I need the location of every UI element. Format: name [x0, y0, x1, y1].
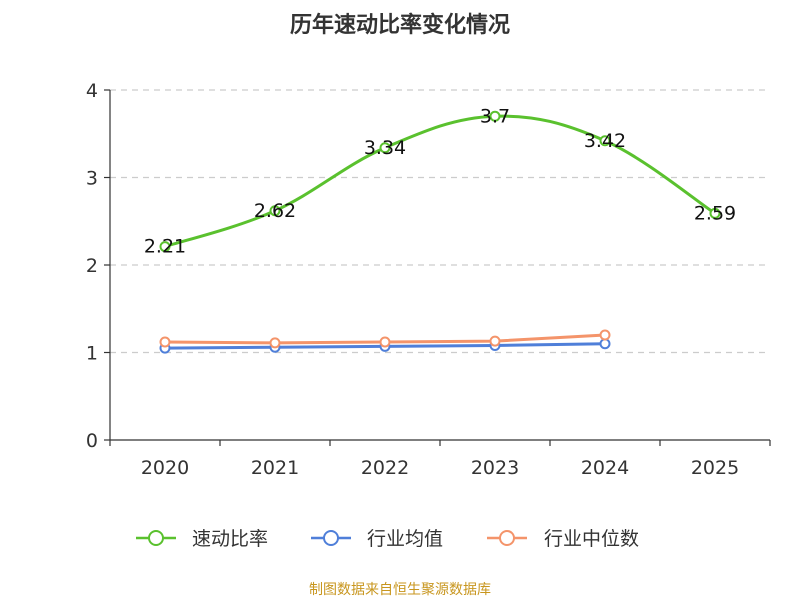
legend-label-industry-median: 行业中位数 [544, 528, 639, 550]
data-labels: 2.21 2.62 3.34 3.7 3.42 2.59 [144, 105, 736, 257]
legend-label-quick-ratio: 速动比率 [192, 528, 268, 550]
legend-marker-industry-median [499, 530, 515, 546]
legend-item-quick-ratio[interactable]: 速动比率 [136, 528, 268, 550]
legend-label-industry-mean: 行业均值 [367, 528, 443, 550]
series-line-quick-ratio [163, 114, 717, 249]
chart-title: 历年速动比率变化情况 [290, 12, 510, 38]
x-tick-label-2025: 2025 [691, 457, 739, 479]
data-label-2024: 3.42 [584, 130, 626, 152]
x-tick-label-2020: 2020 [141, 457, 189, 479]
y-tick-label-3: 3 [86, 168, 98, 190]
point-quick-ratio-2023[interactable] [489, 110, 501, 122]
data-label-2021: 2.62 [254, 200, 296, 222]
legend-item-industry-mean[interactable]: 行业均值 [311, 528, 443, 550]
y-tick-label-0: 0 [86, 430, 98, 452]
data-label-2025: 2.59 [694, 202, 736, 224]
point-quick-ratio-2024[interactable] [599, 135, 611, 147]
series-layer [159, 110, 721, 354]
x-tick-label-2023: 2023 [471, 457, 519, 479]
point-quick-ratio-2021[interactable] [269, 205, 281, 217]
axes: 0 1 2 3 4 2020 2021 2022 2023 2024 2025 [86, 80, 771, 479]
point-industry-mean-2024[interactable] [599, 338, 611, 350]
y-tick-label-1: 1 [86, 343, 98, 365]
data-label-2023: 3.7 [480, 105, 510, 127]
x-tick-label-2022: 2022 [361, 457, 409, 479]
legend-marker-industry-mean [323, 530, 339, 546]
point-industry-median-2022[interactable] [379, 336, 391, 348]
point-industry-median-2020[interactable] [159, 336, 171, 348]
grid-lines [110, 89, 770, 354]
x-tick-label-2021: 2021 [251, 457, 299, 479]
data-label-2022: 3.34 [364, 137, 406, 159]
legend[interactable]: 速动比率 行业均值 行业中位数 [136, 528, 639, 550]
y-tick-label-4: 4 [86, 80, 98, 102]
legend-item-industry-median[interactable]: 行业中位数 [487, 528, 639, 550]
y-tick-label-2: 2 [86, 255, 98, 277]
point-industry-median-2023[interactable] [489, 335, 501, 347]
legend-marker-quick-ratio [148, 530, 164, 546]
source-note: 制图数据来自恒生聚源数据库 [309, 582, 491, 598]
point-industry-median-2021[interactable] [269, 337, 281, 349]
data-label-2020: 2.21 [144, 236, 186, 258]
point-quick-ratio-2020[interactable] [159, 241, 171, 253]
x-tick-label-2024: 2024 [581, 457, 629, 479]
point-quick-ratio-2025[interactable] [709, 207, 721, 219]
point-quick-ratio-2022[interactable] [379, 142, 391, 154]
point-industry-median-2024[interactable] [599, 329, 611, 341]
